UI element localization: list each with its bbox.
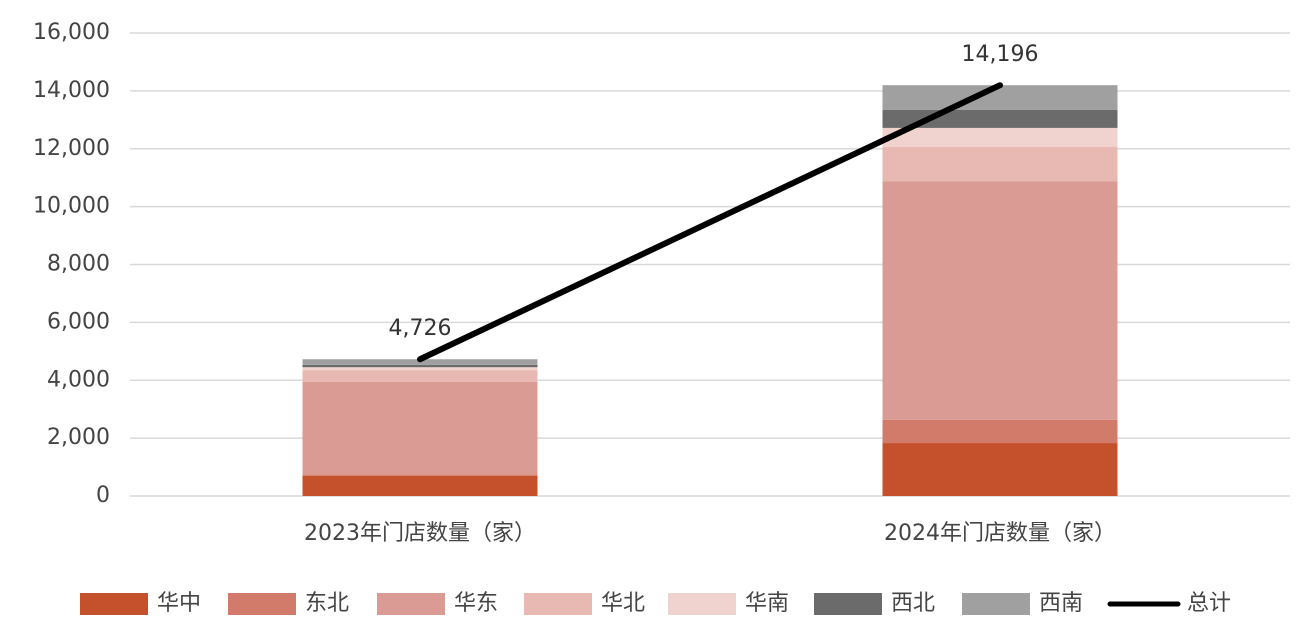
y-tick-label: 6,000 bbox=[47, 309, 110, 334]
bar-segment bbox=[882, 419, 1118, 444]
legend-swatch bbox=[80, 593, 148, 615]
bar-segment bbox=[302, 475, 538, 496]
y-tick-label: 10,000 bbox=[33, 194, 110, 219]
legend-label: 华东 bbox=[454, 591, 498, 616]
legend-label: 东北 bbox=[305, 591, 349, 616]
legend-label: 华中 bbox=[157, 591, 201, 616]
bar-segment bbox=[302, 367, 538, 371]
total-line bbox=[417, 82, 1003, 363]
bar-segment bbox=[882, 147, 1118, 182]
y-tick-label: 16,000 bbox=[33, 20, 110, 45]
bar-segment bbox=[302, 370, 538, 382]
y-tick-label: 12,000 bbox=[33, 136, 110, 161]
bar-segment bbox=[882, 127, 1118, 148]
legend-swatch bbox=[524, 593, 592, 615]
data-label: 4,726 bbox=[389, 316, 452, 341]
legend-swatch bbox=[668, 593, 736, 615]
legend-swatch bbox=[962, 593, 1030, 615]
y-tick-label: 2,000 bbox=[47, 425, 110, 450]
y-tick-label: 4,000 bbox=[47, 367, 110, 392]
bar-segment bbox=[302, 474, 538, 476]
y-tick-label: 14,000 bbox=[33, 78, 110, 103]
legend-label: 华南 bbox=[745, 591, 789, 616]
bar-segment bbox=[302, 381, 538, 475]
y-tick-label: 0 bbox=[96, 483, 110, 508]
bar-segment bbox=[882, 181, 1118, 420]
legend-swatch bbox=[377, 593, 445, 615]
legend-label: 总计 bbox=[1187, 591, 1231, 616]
data-label: 14,196 bbox=[962, 42, 1039, 67]
x-tick-label: 2024年门店数量（家） bbox=[884, 521, 1116, 546]
bar-segment bbox=[882, 443, 1118, 496]
bar-segment bbox=[882, 85, 1118, 110]
legend-swatch bbox=[228, 593, 296, 615]
legend-swatch bbox=[814, 593, 882, 615]
bar-segment bbox=[302, 364, 538, 368]
x-tick-label: 2023年门店数量（家） bbox=[304, 521, 536, 546]
legend-label: 华北 bbox=[601, 591, 645, 616]
legend-label: 西北 bbox=[891, 591, 935, 616]
y-tick-label: 8,000 bbox=[47, 252, 110, 277]
legend-label: 西南 bbox=[1039, 591, 1083, 616]
